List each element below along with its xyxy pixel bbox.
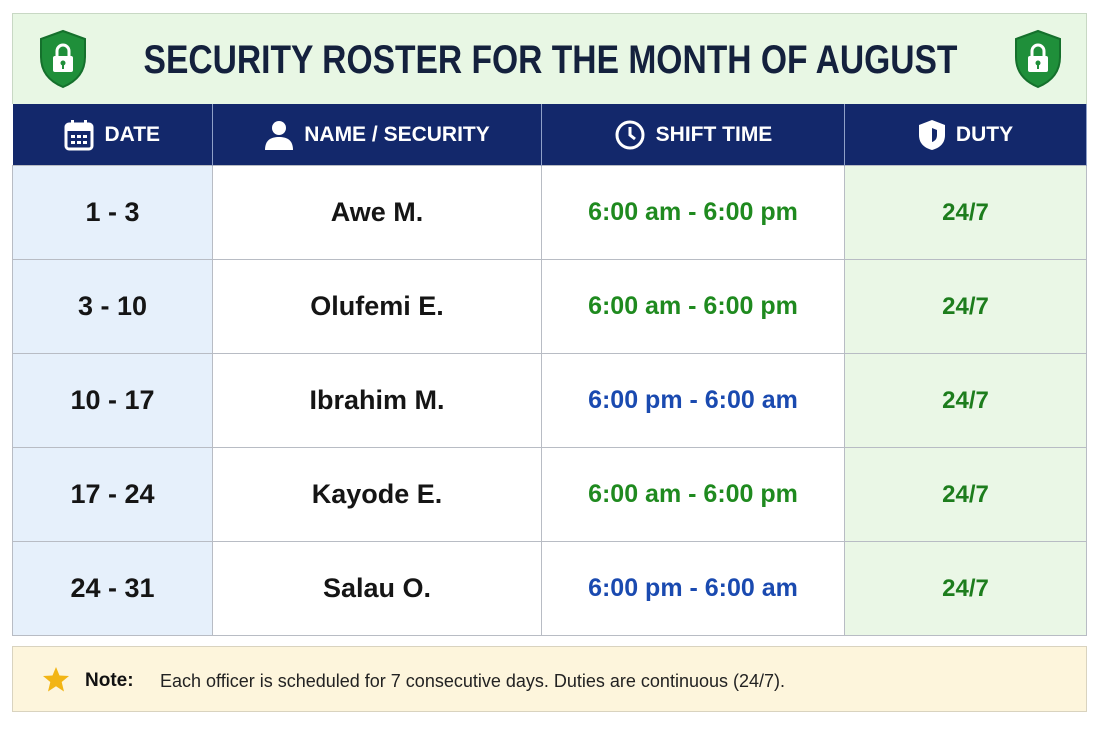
column-header: SHIFT TIME — [541, 104, 845, 166]
column-label: DATE — [104, 122, 161, 146]
duty: 24/7 — [844, 353, 1087, 448]
officer: Kayode E. — [212, 447, 542, 542]
column-label: NAME / SECURITY — [304, 122, 490, 146]
shift-time: 6:00 am - 6:00 pm — [541, 447, 845, 542]
star-icon — [43, 667, 69, 692]
row: 10 - 17 Ibrahim M. 6:00 pm - 6:00 am 24/7 — [12, 353, 1087, 448]
title-band: SECURITY ROSTER FOR THE MONTH OF AUGUST — [12, 13, 1087, 104]
column-label: DUTY — [955, 122, 1014, 146]
row: 24 - 31 Salau O. 6:00 pm - 6:00 am 24/7 — [12, 541, 1087, 636]
shift-time: 6:00 am - 6:00 pm — [541, 259, 845, 354]
duty: 24/7 — [844, 447, 1087, 542]
shield-icon — [1015, 29, 1061, 89]
calendar-icon — [64, 119, 94, 150]
shield-icon — [40, 29, 86, 89]
date: 1 - 3 — [12, 165, 213, 260]
row: 3 - 10 Olufemi E. 6:00 am - 6:00 pm 24/7 — [12, 259, 1087, 354]
date: 17 - 24 — [12, 447, 213, 542]
clock-icon — [615, 120, 645, 149]
shift-time: 6:00 pm - 6:00 am — [541, 541, 845, 636]
officer: Ibrahim M. — [212, 353, 542, 448]
date: 3 - 10 — [12, 259, 213, 354]
officer: Olufemi E. — [212, 259, 542, 354]
shift-time: 6:00 pm - 6:00 am — [541, 353, 845, 448]
officer: Awe M. — [212, 165, 542, 260]
note-label: Note: — [85, 670, 134, 691]
column-label: SHIFT TIME — [655, 122, 773, 146]
header-row: DATE NAME / SECURITY SHIFT TIME DUTY — [12, 104, 1087, 166]
title: SECURITY ROSTER FOR THE MONTH OF AUGUST — [143, 38, 958, 82]
date: 10 - 17 — [12, 353, 213, 448]
column-header: DUTY — [844, 104, 1087, 166]
person-icon — [265, 120, 294, 150]
note-box: Note: Each officer is scheduled for 7 co… — [12, 646, 1087, 712]
roster-table: DATE NAME / SECURITY SHIFT TIME DUTY 1 -… — [12, 104, 1087, 636]
row: 1 - 3 Awe M. 6:00 am - 6:00 pm 24/7 — [12, 165, 1087, 260]
date: 24 - 31 — [12, 541, 213, 636]
officer: Salau O. — [212, 541, 542, 636]
shift-time: 6:00 am - 6:00 pm — [541, 165, 845, 260]
row: 17 - 24 Kayode E. 6:00 am - 6:00 pm 24/7 — [12, 447, 1087, 542]
note-text: Each officer is scheduled for 7 consecut… — [160, 671, 786, 691]
shield-icon — [918, 119, 945, 150]
duty: 24/7 — [844, 165, 1087, 260]
column-header: DATE — [12, 104, 213, 166]
duty: 24/7 — [844, 541, 1087, 636]
duty: 24/7 — [844, 259, 1087, 354]
column-header: NAME / SECURITY — [212, 104, 542, 166]
